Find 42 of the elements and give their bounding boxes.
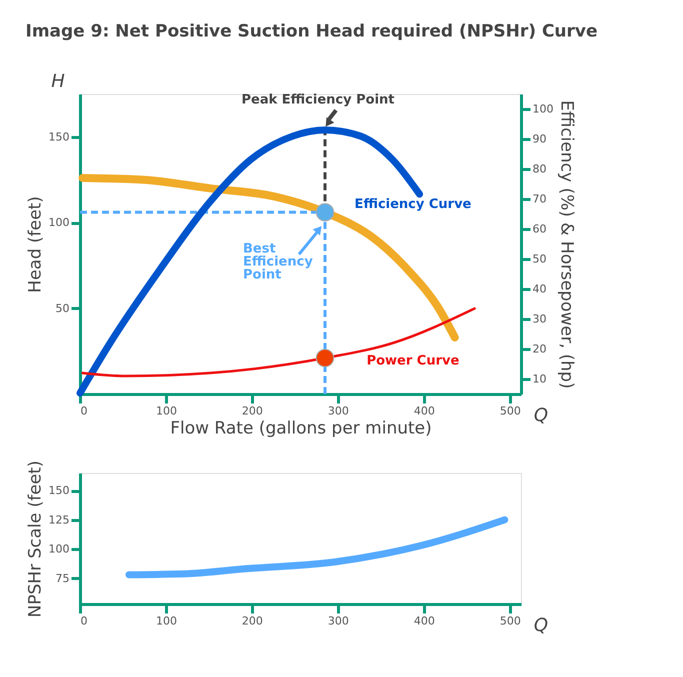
x-tick-label: 200: [242, 404, 263, 418]
y-tick-label: 75: [56, 572, 70, 585]
x-tick-label: 500: [500, 614, 521, 628]
y2-tick-label: 50: [532, 252, 546, 266]
y-tick-label: 100: [48, 216, 70, 230]
x-tick-label: 100: [156, 614, 177, 628]
y-tick-label: 150: [48, 484, 70, 498]
x-tick-label: 300: [328, 614, 349, 628]
y2-tick-label: 20: [532, 342, 546, 356]
text: Q: [534, 405, 548, 426]
y-tick-label: 125: [48, 513, 70, 526]
text: Q: [534, 615, 548, 636]
y2-tick-label: 80: [532, 162, 546, 176]
y2-tick-label: 30: [532, 312, 546, 326]
x-tick-label: 300: [328, 404, 349, 418]
x-tick-label: 0: [80, 404, 88, 418]
y2-tick-label: 100: [532, 102, 554, 116]
y2-axis-title: Efficiency (%) & Horsepower, (hp): [556, 100, 576, 389]
y2-tick-label: 10: [532, 372, 546, 386]
x-tick-label: 400: [414, 404, 435, 418]
y2-tick-label: 40: [532, 282, 546, 296]
text: H: [51, 71, 66, 92]
x-tick-label: 200: [242, 614, 263, 628]
y-tick-label: 150: [48, 130, 70, 144]
y2-tick-label: 90: [532, 132, 546, 146]
y-axis-title: Head (feet): [26, 196, 46, 293]
chart-title: Image 9: Net Positive Suction Head required (NPSHr) Curve: [26, 22, 598, 42]
x-tick-label: 400: [414, 614, 435, 628]
y2-tick-label: 70: [532, 192, 546, 206]
line-series: [81, 307, 476, 378]
y-tick-label: 100: [48, 542, 70, 556]
y-tick-label: 50: [56, 302, 70, 315]
annotation: Peak Efficiency Point: [242, 92, 394, 108]
series-label: Power Curve: [366, 354, 460, 368]
x-tick-label: 100: [156, 404, 177, 418]
x-tick-label: 500: [500, 404, 521, 418]
x-tick-label: 0: [80, 614, 88, 628]
annotation: Best Efficiency Point: [243, 241, 314, 282]
y2-tick-label: 60: [532, 222, 546, 236]
series-label: Efficiency Curve: [354, 197, 472, 212]
y-axis-title: NPSHr Scale (feet): [26, 460, 46, 618]
x-axis-title: Flow Rate (gallons per minute): [170, 418, 432, 438]
